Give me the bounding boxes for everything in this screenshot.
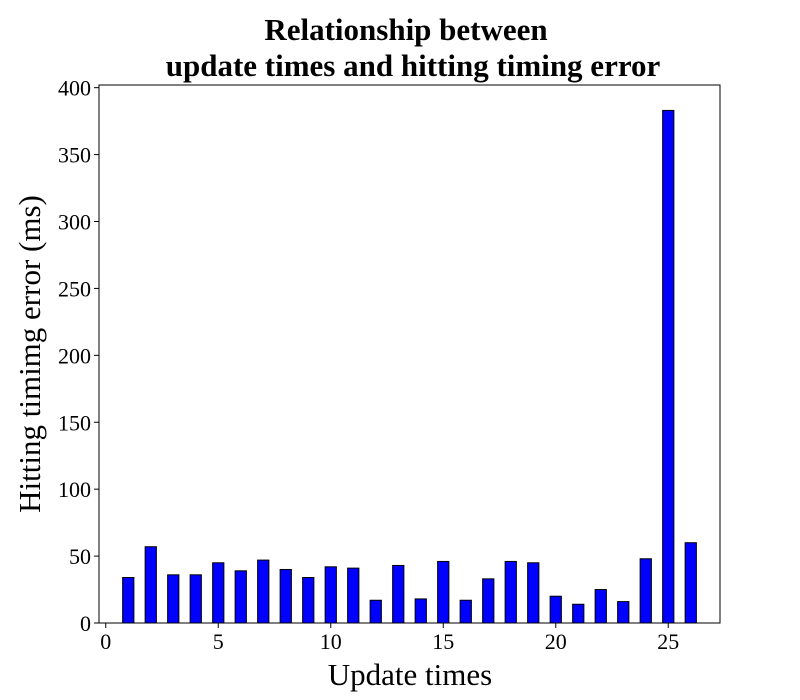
y-tick-label: 300 xyxy=(58,210,91,235)
y-tick-label: 50 xyxy=(69,544,91,569)
bar-25 xyxy=(662,109,675,624)
bar-15 xyxy=(437,560,450,624)
bar-1 xyxy=(122,577,135,624)
bar-26 xyxy=(684,542,697,624)
bar-7 xyxy=(257,559,270,624)
bar-11 xyxy=(347,567,360,624)
x-ticks-group: 0 5 10 15 20 25 xyxy=(100,623,679,654)
y-tick-label: 100 xyxy=(58,477,91,502)
bar-6 xyxy=(234,570,247,624)
y-tick-label: 250 xyxy=(58,276,91,301)
y-axis-label: Hitting timimg error (ms) xyxy=(12,195,47,513)
x-tick-label: 25 xyxy=(657,629,679,654)
bar-24 xyxy=(639,558,652,624)
bar-14 xyxy=(414,598,427,624)
bar-12 xyxy=(369,599,382,624)
x-axis-label: Update times xyxy=(328,657,492,692)
y-tick-label: 0 xyxy=(80,611,91,636)
plot-frame xyxy=(98,84,721,624)
x-tick-label: 15 xyxy=(432,629,454,654)
bar-18 xyxy=(504,560,517,624)
y-tick-label: 400 xyxy=(58,76,91,101)
bar-17 xyxy=(482,578,495,624)
bar-10 xyxy=(324,566,337,624)
bar-23 xyxy=(617,601,630,624)
bar-22 xyxy=(594,589,607,624)
x-tick-label: 20 xyxy=(545,629,567,654)
x-tick-label: 10 xyxy=(320,629,342,654)
y-tick-label: 200 xyxy=(58,343,91,368)
chart-title-line1: Relationship between xyxy=(264,12,547,47)
chart-title-line2: update times and hitting timing error xyxy=(166,48,661,83)
x-tick-label: 0 xyxy=(100,629,111,654)
bar-16 xyxy=(459,599,472,624)
bar-3 xyxy=(167,574,180,624)
y-tick-label: 350 xyxy=(58,143,91,168)
bar-19 xyxy=(527,562,540,624)
bar-2 xyxy=(144,546,157,624)
bar-9 xyxy=(302,577,315,624)
bar-8 xyxy=(279,568,292,624)
bar-5 xyxy=(212,562,225,624)
y-ticks-group: 0 50 100 150 200 250 300 350 400 xyxy=(58,76,99,636)
y-tick-label: 150 xyxy=(58,410,91,435)
bars-group xyxy=(122,109,697,624)
bar-4 xyxy=(189,574,202,624)
bar-13 xyxy=(392,564,405,624)
x-tick-label: 5 xyxy=(213,629,224,654)
bar-20 xyxy=(549,595,562,624)
bar-21 xyxy=(572,603,585,624)
